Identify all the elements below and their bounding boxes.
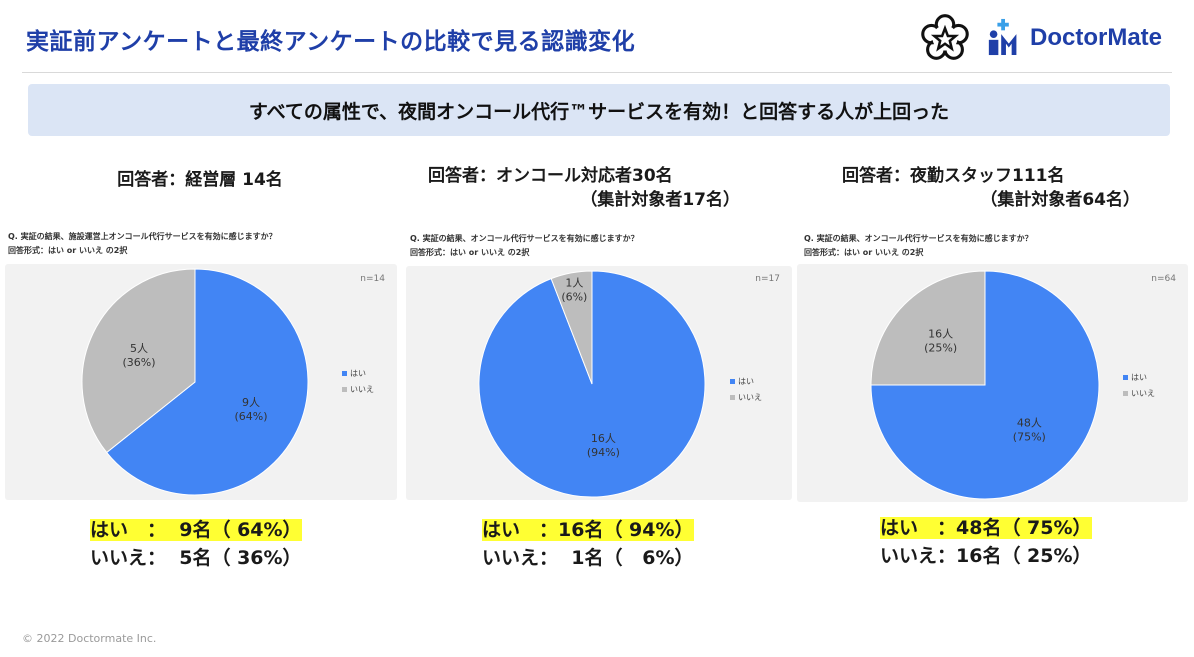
legend-item-no: いいえ [1123,386,1155,402]
legend-item-no: いいえ [342,382,374,398]
answer-format: 回答形式：はい or いいえ の2択 [804,248,924,257]
question-text: Q. 実証の結果、施設運営上オンコール代行サービスを有効に感じますか？ [8,232,277,241]
legend-swatch-no [342,387,347,392]
legend-label: いいえ [1131,389,1155,398]
sample-size-label: n=17 [755,274,780,284]
legend-swatch-yes [730,379,735,384]
pie-slice-no [550,270,593,385]
legend-swatch-yes [342,371,347,376]
legend-swatch-no [1123,391,1128,396]
legend-item-yes: はい [342,366,374,382]
page-title: 実証前アンケートと最終アンケートの比較で見る認識変化 [26,29,636,55]
pie-slice-yes [870,270,1100,500]
group-heading-management: 回答者：経営層 14名 [60,168,340,192]
result-summary: はい ：48名（ 75%） いいえ：16名（ 25%） [876,514,1096,570]
answer-format: 回答形式：はい or いいえ の2択 [410,248,530,257]
pie-data-label: 5人(36%) [122,342,155,369]
sample-size-label: n=64 [1151,274,1176,284]
pie-slice-no [870,270,986,386]
pie-slice-yes [105,268,309,496]
heading-line: 回答者：夜勤スタッフ111名 [842,166,1065,186]
heading-line: 回答者：経営層 14名 [117,170,283,190]
chart-legend: はい いいえ [342,366,374,398]
legend-item-yes: はい [730,374,762,390]
question-text: Q. 実証の結果、オンコール代行サービスを有効に感じますか？ [410,234,639,243]
answer-format: 回答形式：はい or いいえ の2択 [8,246,128,255]
question-block: Q. 実証の結果、オンコール代行サービスを有効に感じますか？ 回答形式：はい o… [410,232,790,260]
pie-chart: 9人(64%) 5人(36%) [81,268,309,496]
pie-chart: 16人(94%) 1人(6%) [478,270,706,498]
legend-label: いいえ [738,393,762,402]
summary-yes: はい ：48名（ 75%） [880,517,1092,539]
headline-banner: すべての属性で、夜間オンコール代行™サービスを有効！と回答する人が上回った [28,84,1170,136]
result-summary: はい ：16名（ 94%） いいえ： 1名（ 6%） [478,516,698,572]
pie-data-label: 1人(6%) [561,277,587,304]
chart-legend: はい いいえ [730,374,762,406]
chart-panel-oncall: n=17 16人(94%) 1人(6%) はい いいえ [406,266,792,500]
pie-data-label: 48人(75%) [1013,416,1046,443]
doctormate-mark-icon [988,18,1017,56]
chart-panel-management: n=14 9人(64%) 5人(36%) はい いいえ [5,264,397,500]
brand-name: DoctorMate [1030,24,1163,51]
chart-panel-night-staff: n=64 48人(75%) 16人(25%) はい いいえ [797,264,1188,502]
chart-legend: はい いいえ [1123,370,1155,402]
pie-data-label: 16人(94%) [587,432,620,459]
legend-item-no: いいえ [730,390,762,406]
summary-no: いいえ： 1名（ 6%） [482,547,694,569]
heading-line: （集計対象者64名） [980,190,1140,210]
pie-slice-no [81,268,196,454]
summary-yes: はい ： 9名（ 64%） [90,519,302,541]
legend-label: はい [1131,373,1147,382]
pie-chart: 48人(75%) 16人(25%) [870,270,1100,500]
summary-no: いいえ： 5名（ 36%） [90,547,302,569]
pie-data-label: 9人(64%) [234,396,267,423]
flower-seal-logo-icon [921,14,969,60]
title-divider [22,72,1172,73]
question-block: Q. 実証の結果、施設運営上オンコール代行サービスを有効に感じますか？ 回答形式… [8,230,400,258]
headline-text: すべての属性で、夜間オンコール代行™サービスを有効！と回答する人が上回った [248,100,950,123]
heading-line: （集計対象者17名） [580,190,740,210]
group-heading-oncall: 回答者：オンコール対応者30名 （集計対象者17名） [410,164,740,212]
heading-line: 回答者：オンコール対応者30名 [428,166,673,186]
sample-size-label: n=14 [360,274,385,284]
legend-item-yes: はい [1123,370,1155,386]
question-block: Q. 実証の結果、オンコール代行サービスを有効に感じますか？ 回答形式：はい o… [804,232,1184,260]
result-summary: はい ： 9名（ 64%） いいえ： 5名（ 36%） [86,516,306,572]
question-text: Q. 実証の結果、オンコール代行サービスを有効に感じますか？ [804,234,1033,243]
group-heading-night-staff: 回答者：夜勤スタッフ111名 （集計対象者64名） [820,164,1160,212]
legend-label: いいえ [350,385,374,394]
legend-swatch-no [730,395,735,400]
legend-label: はい [738,377,754,386]
legend-swatch-yes [1123,375,1128,380]
copyright: © 2022 Doctormate Inc. [22,632,157,645]
summary-yes: はい ：16名（ 94%） [482,519,694,541]
legend-label: はい [350,369,366,378]
pie-data-label: 16人(25%) [924,328,957,355]
summary-no: いいえ：16名（ 25%） [880,545,1092,567]
